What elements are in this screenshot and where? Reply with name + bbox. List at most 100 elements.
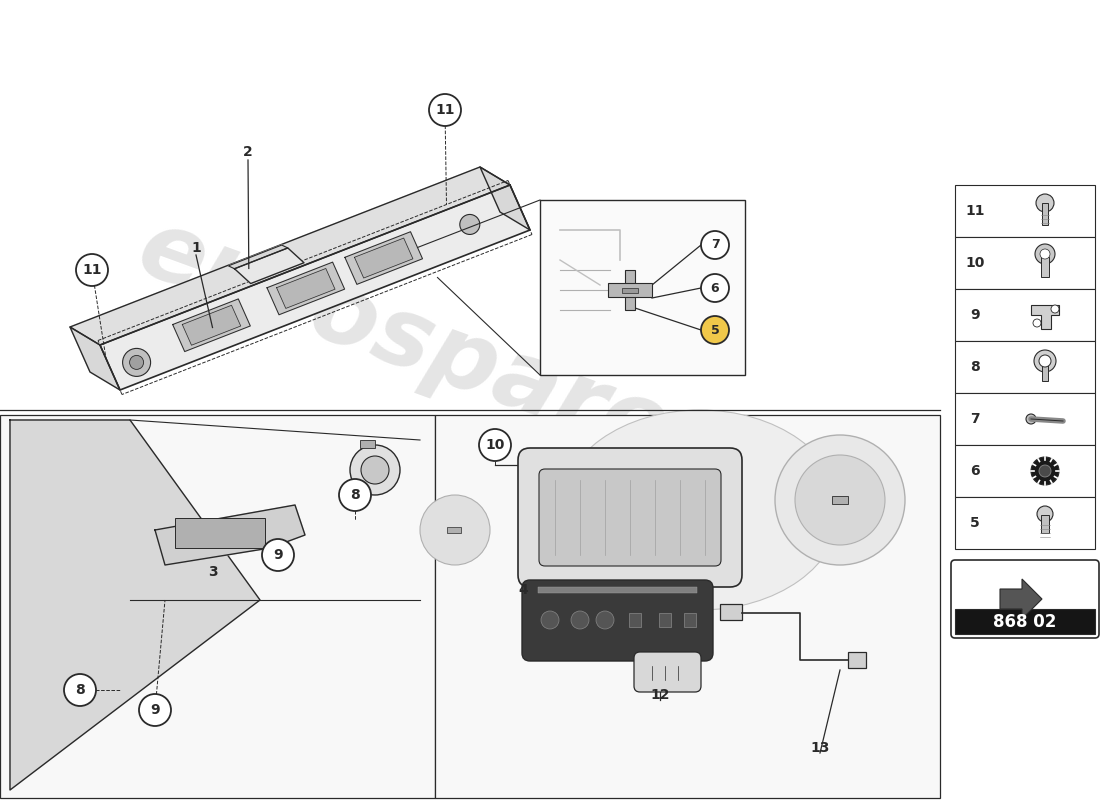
Circle shape [795,455,886,545]
Circle shape [1040,355,1050,367]
Bar [625,270,635,310]
Text: 8: 8 [350,488,360,502]
FancyBboxPatch shape [522,580,713,661]
Bar [955,289,1094,341]
Text: 2: 2 [243,145,253,159]
Polygon shape [70,167,510,345]
Circle shape [1040,249,1050,259]
Polygon shape [10,420,260,790]
Text: 5: 5 [711,323,719,337]
Text: 7: 7 [970,412,980,426]
FancyBboxPatch shape [952,560,1099,638]
Bar [540,200,745,375]
Circle shape [339,479,371,511]
FancyBboxPatch shape [539,469,720,566]
Bar [955,445,1094,497]
Text: 5: 5 [970,516,980,530]
Circle shape [1040,465,1050,477]
Circle shape [1026,414,1036,424]
Bar [360,440,375,448]
Bar [1041,257,1049,277]
Polygon shape [1000,579,1042,619]
Bar [621,288,638,293]
Bar [720,604,742,620]
Bar [955,185,1094,237]
Text: a passion for parts since 1985: a passion for parts since 1985 [278,415,682,585]
Polygon shape [173,299,251,351]
Text: 8: 8 [970,360,980,374]
Bar [832,496,848,504]
Text: 868 02: 868 02 [993,613,1057,631]
Text: eurospares: eurospares [125,201,735,499]
Circle shape [701,274,729,302]
Circle shape [1050,305,1059,313]
Text: 11: 11 [82,263,101,277]
Polygon shape [345,232,422,284]
Text: 9: 9 [151,703,160,717]
Text: 8: 8 [75,683,85,697]
Bar [175,518,265,548]
Circle shape [701,316,729,344]
Bar [955,237,1094,289]
Polygon shape [155,505,305,565]
Polygon shape [229,245,288,269]
FancyBboxPatch shape [634,652,701,692]
Bar [1042,203,1048,225]
Circle shape [1035,244,1055,264]
Bar [447,527,461,533]
Circle shape [1037,506,1053,522]
Bar [434,415,940,798]
Polygon shape [276,269,336,309]
Polygon shape [234,248,304,283]
Ellipse shape [560,410,840,610]
Circle shape [262,539,294,571]
Bar [659,613,671,627]
Polygon shape [100,185,530,390]
Text: 10: 10 [485,438,505,452]
Text: 1: 1 [191,241,201,255]
Bar [608,283,652,297]
Circle shape [1031,457,1059,485]
Bar [848,652,866,668]
Text: 7: 7 [711,238,719,251]
Circle shape [1036,194,1054,212]
Polygon shape [70,327,120,390]
Text: 13: 13 [811,741,829,755]
Circle shape [701,231,729,259]
Bar [629,613,641,627]
Polygon shape [354,238,412,278]
Circle shape [122,349,151,377]
Circle shape [478,429,512,461]
Polygon shape [480,167,530,230]
Circle shape [130,355,144,370]
Circle shape [460,214,480,234]
Circle shape [76,254,108,286]
Bar [1042,363,1048,381]
Text: 4: 4 [518,583,528,597]
Circle shape [1033,319,1041,327]
Text: 3: 3 [208,565,218,579]
Circle shape [420,495,490,565]
Circle shape [140,695,170,725]
Text: 6: 6 [711,282,719,294]
Circle shape [74,684,86,696]
Circle shape [147,702,163,718]
Text: 6: 6 [970,464,980,478]
Bar [1041,515,1049,533]
Bar [955,497,1094,549]
Bar [0,415,434,798]
Circle shape [361,456,389,484]
Text: 9: 9 [273,548,283,562]
Circle shape [596,611,614,629]
Circle shape [571,611,588,629]
Polygon shape [1031,305,1059,329]
Text: 9: 9 [970,308,980,322]
Circle shape [64,674,96,706]
Text: 10: 10 [966,256,984,270]
Circle shape [68,678,92,702]
Bar [955,609,1094,634]
Polygon shape [183,306,241,346]
Circle shape [776,435,905,565]
Bar [538,587,697,593]
Bar [955,341,1094,393]
